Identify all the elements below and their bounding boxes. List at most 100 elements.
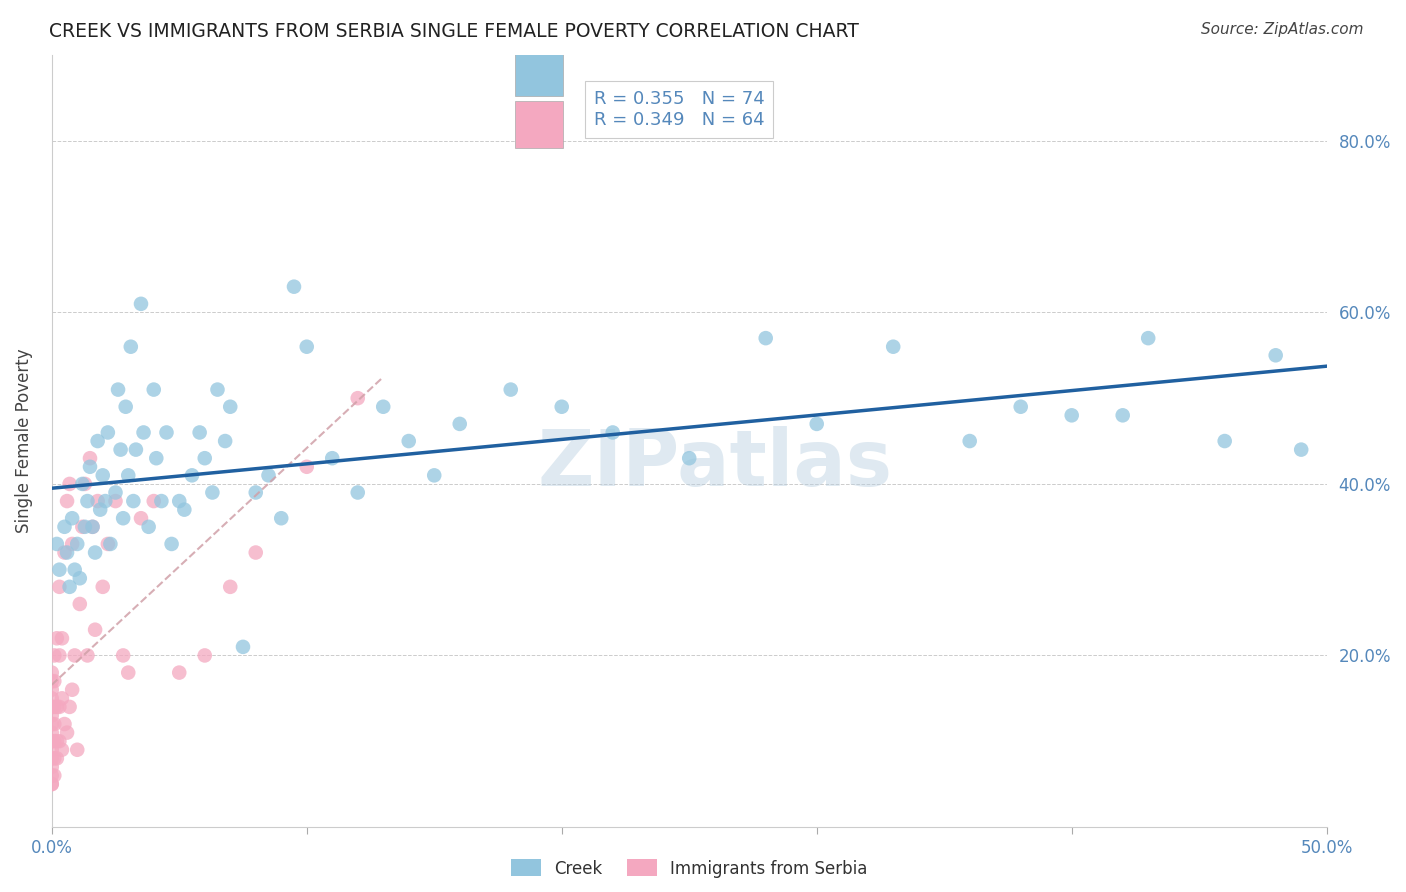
Point: [48, 648, 70, 663]
Point: [129, 297, 152, 311]
Point: [114, 400, 136, 414]
Point: [245, 485, 267, 500]
Point: [219, 400, 242, 414]
Point: [41, 743, 63, 757]
Point: [72, 477, 94, 491]
Point: [346, 391, 368, 405]
Point: [86, 494, 108, 508]
Point: [142, 383, 165, 397]
Point: [41, 734, 63, 748]
Point: [806, 417, 828, 431]
Point: [295, 340, 318, 354]
Point: [44, 674, 66, 689]
Point: [132, 425, 155, 440]
Point: [63, 648, 86, 663]
Legend: Creek, Immigrants from Serbia: Creek, Immigrants from Serbia: [503, 853, 875, 884]
Point: [112, 511, 135, 525]
Point: [110, 442, 132, 457]
Point: [79, 459, 101, 474]
Point: [51, 632, 73, 646]
Point: [295, 459, 318, 474]
Point: [423, 468, 446, 483]
Point: [60, 537, 83, 551]
Point: [755, 331, 778, 345]
Point: [41, 717, 63, 731]
Point: [398, 434, 420, 448]
Text: ZIPatlas: ZIPatlas: [537, 426, 893, 502]
Text: R = 0.355   N = 74
R = 0.349   N = 64: R = 0.355 N = 74 R = 0.349 N = 64: [593, 90, 765, 128]
Point: [125, 442, 148, 457]
Point: [44, 734, 66, 748]
Point: [44, 717, 66, 731]
Point: [41, 751, 63, 765]
Point: [1010, 400, 1032, 414]
Point: [1060, 409, 1083, 423]
Point: [56, 545, 79, 559]
Point: [94, 494, 117, 508]
Point: [60, 511, 83, 525]
Point: [41, 725, 63, 739]
Point: [51, 743, 73, 757]
Point: [155, 425, 177, 440]
Point: [44, 699, 66, 714]
FancyBboxPatch shape: [515, 102, 562, 148]
Point: [45, 699, 67, 714]
Point: [72, 520, 94, 534]
Point: [41, 682, 63, 697]
Point: [207, 383, 229, 397]
Point: [346, 485, 368, 500]
Point: [60, 682, 83, 697]
Point: [219, 580, 242, 594]
Point: [59, 699, 82, 714]
Point: [678, 451, 700, 466]
Point: [76, 494, 98, 508]
Point: [882, 340, 904, 354]
Point: [63, 563, 86, 577]
Point: [1264, 348, 1286, 362]
Point: [129, 511, 152, 525]
Point: [59, 477, 82, 491]
Point: [1289, 442, 1312, 457]
Point: [69, 597, 91, 611]
Point: [112, 648, 135, 663]
Point: [41, 691, 63, 706]
Point: [194, 451, 217, 466]
Point: [173, 502, 195, 516]
Text: Source: ZipAtlas.com: Source: ZipAtlas.com: [1201, 22, 1364, 37]
Point: [84, 545, 107, 559]
Y-axis label: Single Female Poverty: Single Female Poverty: [15, 349, 32, 533]
Point: [48, 563, 70, 577]
Point: [84, 623, 107, 637]
Point: [86, 434, 108, 448]
Point: [91, 468, 114, 483]
Point: [257, 468, 280, 483]
Point: [48, 580, 70, 594]
Point: [167, 494, 190, 508]
Point: [45, 734, 67, 748]
Point: [181, 468, 204, 483]
Point: [79, 451, 101, 466]
Point: [48, 699, 70, 714]
Point: [188, 425, 211, 440]
Point: [53, 520, 76, 534]
Point: [104, 485, 127, 500]
Text: CREEK VS IMMIGRANTS FROM SERBIA SINGLE FEMALE POVERTY CORRELATION CHART: CREEK VS IMMIGRANTS FROM SERBIA SINGLE F…: [49, 22, 859, 41]
Point: [82, 520, 104, 534]
Point: [270, 511, 292, 525]
Point: [321, 451, 343, 466]
Point: [373, 400, 395, 414]
Point: [1213, 434, 1236, 448]
Point: [66, 743, 89, 757]
Point: [89, 502, 111, 516]
Point: [117, 665, 139, 680]
Point: [194, 648, 217, 663]
Point: [122, 494, 145, 508]
FancyBboxPatch shape: [515, 50, 562, 96]
Point: [602, 425, 624, 440]
Point: [167, 665, 190, 680]
Point: [41, 760, 63, 774]
Point: [66, 537, 89, 551]
Point: [41, 708, 63, 723]
Point: [44, 768, 66, 782]
Point: [41, 665, 63, 680]
